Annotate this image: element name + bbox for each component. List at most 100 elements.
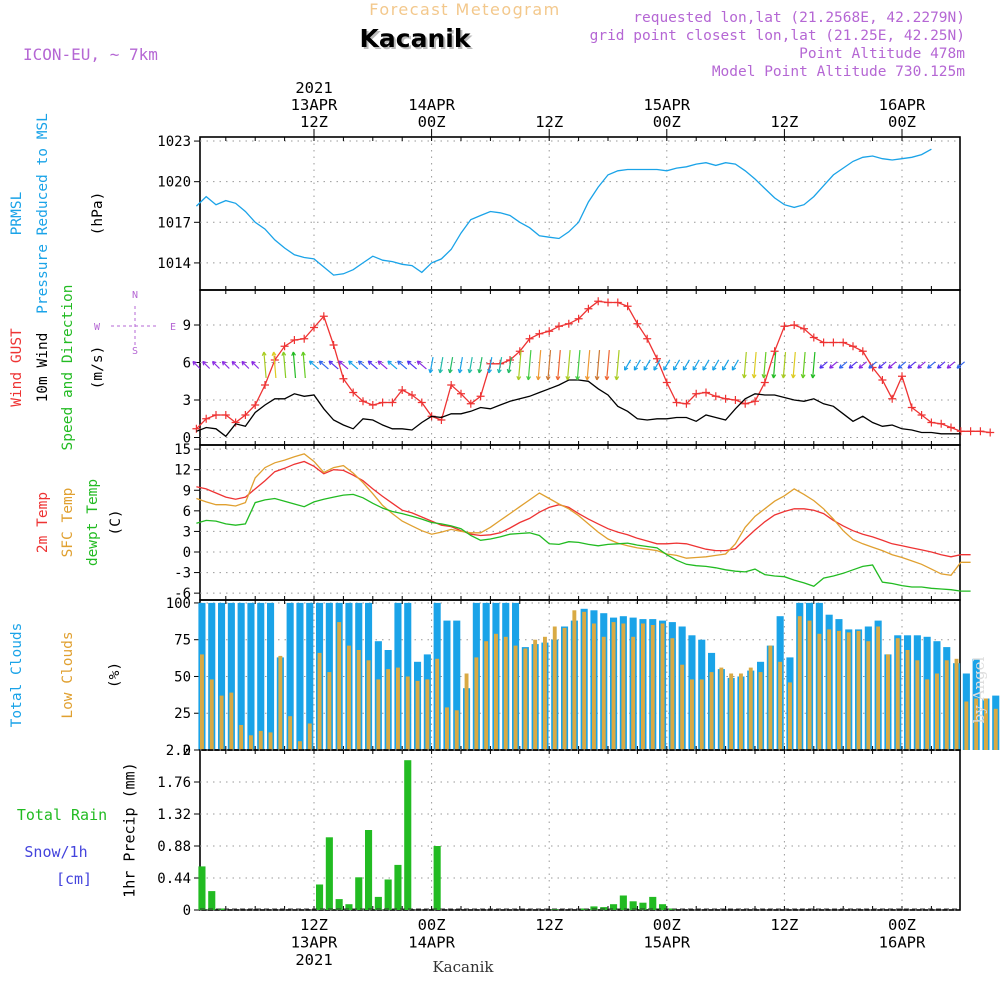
precip-bar-rain xyxy=(218,908,226,910)
precip-bar-rain xyxy=(610,904,618,910)
wind-arrow xyxy=(614,350,620,381)
pressure-ylabel: Pressure Reduced to MSL xyxy=(35,113,51,314)
gust-point xyxy=(780,322,789,331)
clouds-bar-low xyxy=(209,679,214,750)
wind-arrow xyxy=(878,361,887,369)
clouds-ylabel: Total Clouds xyxy=(9,623,25,728)
clouds-ytick-label: 100 xyxy=(166,596,191,612)
clouds-bar-low xyxy=(268,732,273,750)
gust-point xyxy=(584,304,593,313)
clouds-bar-low xyxy=(366,660,371,750)
wind-arrow xyxy=(858,361,867,369)
clouds-bar-low xyxy=(846,632,851,750)
footer-station: Kacanik xyxy=(432,958,494,976)
gust-point xyxy=(368,401,377,409)
clouds-bar-total xyxy=(296,602,304,750)
gust-point xyxy=(858,347,867,356)
bottom-time-label: 00Z xyxy=(418,916,446,934)
clouds-bar-low xyxy=(356,650,361,750)
wind-arrow xyxy=(416,360,427,370)
temperature-series-sfc xyxy=(196,453,971,576)
clouds-bar-low xyxy=(758,672,763,750)
wind-ylabel: (m/s) xyxy=(90,346,106,390)
clouds-bar-low xyxy=(307,723,312,750)
temperature-ytick-label: 15 xyxy=(174,442,191,458)
clouds-bar-total xyxy=(237,602,245,750)
gust-point xyxy=(388,398,397,407)
precip-bar-rain xyxy=(394,864,402,910)
panel-precip: 0 0.44 0.88 1.32 1.76 2.2 Total Rain Snow/1h [cm… xyxy=(17,743,961,919)
precip-ytick-label: 0.88 xyxy=(157,839,191,855)
gust-point xyxy=(261,381,269,389)
panel-wind: 0 3 6 9 Wind GUST 10m Wind Speed and Direction… xyxy=(9,285,995,450)
clouds-bar-total xyxy=(306,602,314,750)
gust-point xyxy=(574,314,583,323)
precip-ytick-label: 2.2 xyxy=(166,743,191,759)
wind-arrow xyxy=(584,350,591,381)
wind-arrow xyxy=(308,360,319,370)
wind-ytick-label: 0 xyxy=(183,431,191,447)
wind-arrow xyxy=(751,351,757,379)
gust-point xyxy=(927,418,936,427)
clouds-bar-low xyxy=(474,657,479,750)
precip-bar-rain xyxy=(345,904,353,910)
temperature-ytick-label: 3 xyxy=(183,524,191,540)
wind-arrow xyxy=(848,361,858,369)
wind-direction-arrows xyxy=(192,350,965,381)
wind-ylabel: 10m Wind xyxy=(35,333,51,403)
bottom-time-label: 00Z xyxy=(653,916,681,934)
clouds-bar-total xyxy=(453,620,461,750)
wind-arrow xyxy=(202,360,211,369)
wind-arrow xyxy=(261,351,267,379)
gust-point xyxy=(770,347,779,356)
clouds-bar-low xyxy=(376,679,381,750)
precip-legend-label: Snow/1h xyxy=(24,843,87,861)
precip-bar-rain xyxy=(629,901,637,910)
gust-point xyxy=(751,397,759,406)
clouds-bar-low xyxy=(739,673,743,750)
clouds-bar-low xyxy=(807,620,812,750)
precip-ytick-label: 0 xyxy=(183,903,191,919)
clouds-bar-low xyxy=(778,661,783,750)
clouds-ylabel: Low Clouds xyxy=(60,631,76,718)
clouds-bar-low xyxy=(670,638,675,750)
clouds-bar-low xyxy=(278,655,283,750)
wind-arrow xyxy=(829,361,838,369)
clouds-ylabel: (%) xyxy=(107,662,123,688)
clouds-bar-low xyxy=(748,667,753,750)
gust-point xyxy=(221,411,230,419)
compass-letter: N xyxy=(132,290,138,301)
gust-point xyxy=(966,427,975,436)
clouds-bar-low xyxy=(484,641,489,750)
model-label: ICON-EU, ~ 7km xyxy=(23,45,158,64)
clouds-bar-low xyxy=(974,698,979,750)
precip-bar-rain xyxy=(325,837,333,910)
clouds-bar-total xyxy=(267,602,275,750)
precip-bar-rain xyxy=(208,891,216,910)
wind-arrow xyxy=(487,356,493,374)
precip-bar-rain xyxy=(590,906,598,910)
clouds-bar-low xyxy=(562,627,567,750)
precip-bar-rain xyxy=(659,904,667,910)
clouds-bar-low xyxy=(935,673,939,750)
clouds-bar-low xyxy=(768,645,773,750)
temperature-ylabel: (C) xyxy=(108,509,124,535)
gust-point xyxy=(800,324,808,333)
clouds-bar-total xyxy=(247,602,255,750)
clouds-bar-low xyxy=(817,633,822,750)
wind-arrow xyxy=(692,359,700,371)
wind-ylabel: Wind GUST xyxy=(9,328,25,407)
wind-arrow xyxy=(594,350,601,381)
precip-bar-rain xyxy=(404,760,412,910)
wind-arrow xyxy=(907,361,916,369)
gust-point xyxy=(682,399,691,408)
wind-arrow xyxy=(741,351,747,379)
wind-arrow xyxy=(643,359,651,371)
wind-arrow xyxy=(604,350,610,381)
compass-letter: E xyxy=(170,322,176,333)
gust-point xyxy=(515,347,524,356)
wind-arrow xyxy=(653,359,661,371)
clouds-bar-low xyxy=(454,710,459,750)
clouds-bar-low xyxy=(827,629,832,750)
credit-watermark: by Angel xyxy=(970,656,988,723)
